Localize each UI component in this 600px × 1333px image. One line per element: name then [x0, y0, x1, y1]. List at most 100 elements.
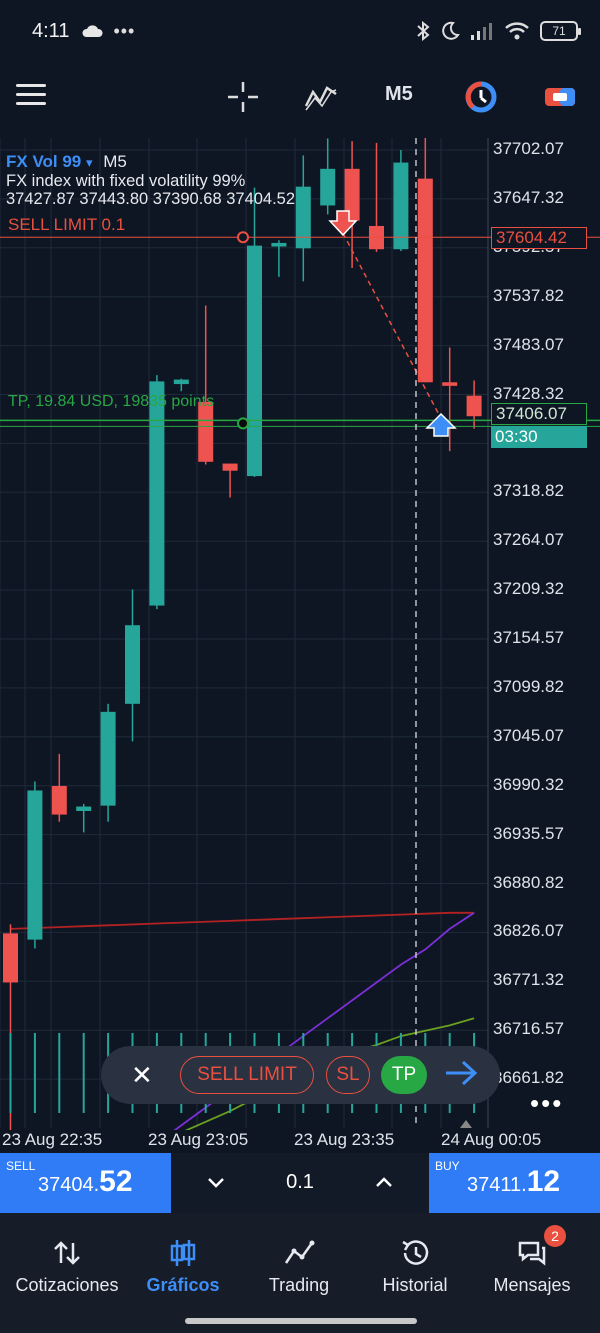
candle-body [51, 785, 67, 815]
menu-icon[interactable] [16, 84, 46, 108]
home-indicator [0, 1311, 600, 1333]
close-icon[interactable]: ✕ [131, 1060, 153, 1090]
nav-charts[interactable]: Gráficos [123, 1213, 243, 1311]
candle-body [320, 168, 336, 206]
nav-label: Trading [268, 1275, 330, 1295]
history-clock-icon [402, 1240, 429, 1265]
nav-label: Gráficos [146, 1275, 220, 1295]
bluetooth-icon [417, 21, 430, 41]
crosshair-icon[interactable] [226, 80, 260, 114]
moving-average-line [173, 912, 475, 1130]
more-options-icon[interactable]: ••• [530, 1088, 564, 1118]
buy-price: 37411.12 [467, 1165, 561, 1198]
price-tick-label: 37483.07 [493, 334, 564, 354]
price-tick-label: 37209.32 [493, 579, 564, 599]
nav-trading[interactable]: Trading [239, 1213, 359, 1311]
price-tick-label: 37045.07 [493, 725, 564, 745]
tp-handle [237, 417, 249, 430]
ohlc-values: 37427.87 37443.80 37390.68 37404.52 [6, 190, 296, 208]
price-tick-label: 37537.82 [493, 285, 564, 305]
wifi-icon [505, 22, 529, 40]
nav-label: Cotizaciones [15, 1275, 119, 1295]
candle-body [247, 245, 262, 477]
sell-limit-handle [237, 231, 249, 244]
candle-body [295, 186, 311, 249]
nav-quotes[interactable]: Cotizaciones [7, 1213, 127, 1311]
symbol-name[interactable]: FX Vol 99 [6, 152, 82, 171]
status-time: 4:11 [32, 19, 70, 42]
candle-body [271, 242, 287, 247]
one-click-trading-icon[interactable] [464, 80, 498, 114]
messages-badge: 2 [544, 1225, 566, 1247]
price-tick-label: 37154.57 [493, 628, 564, 647]
nav-label: Mensajes [493, 1275, 571, 1295]
battery-level: 71 [552, 24, 566, 38]
nav-label: Historial [382, 1275, 448, 1295]
candle-body [417, 178, 433, 383]
symbol-description: FX index with fixed volatility 99% [6, 172, 246, 190]
tp-line-label[interactable]: TP, 19.84 USD, 19835 points [8, 393, 215, 410]
moving-average-line [10, 911, 475, 930]
volume-value[interactable]: 0.1 [286, 1171, 314, 1193]
status-more-icon: ••• [113, 20, 136, 41]
candle-body [100, 711, 116, 806]
trade-bar: SELL 37404.52 0.1 BUY 37411.12 [0, 1153, 600, 1213]
time-axis: 23 Aug 22:35 23 Aug 23:05 23 Aug 23:35 2… [0, 1130, 600, 1152]
candle-body [344, 168, 360, 221]
stop-loss-button[interactable]: SL [326, 1056, 370, 1094]
chart-canvas[interactable] [0, 138, 600, 1130]
quotes-arrows-icon [54, 1241, 80, 1265]
sell-limit-button[interactable]: SELL LIMIT [180, 1056, 314, 1094]
chart-toolbar: M5 [0, 62, 600, 132]
take-profit-button[interactable]: TP [381, 1056, 427, 1094]
chevron-down-icon[interactable] [205, 1171, 227, 1193]
symbol-caret-icon[interactable]: ▾ [86, 155, 93, 170]
candle-body [466, 395, 482, 417]
candle-body [173, 379, 189, 385]
nav-history[interactable]: Historial [355, 1213, 475, 1311]
symbol-timeframe: M5 [103, 152, 127, 171]
bar-countdown: 03:30 [491, 426, 587, 448]
current-price-tag: 37406.07 [491, 403, 587, 425]
new-order-icon[interactable] [543, 80, 577, 114]
messages-icon [518, 1241, 546, 1266]
sell-limit-line-label[interactable]: SELL LIMIT 0.1 [8, 215, 126, 234]
price-tick-label: 36716.57 [493, 1019, 564, 1039]
indicators-icon[interactable] [303, 80, 339, 114]
price-tick-label: 36661.82 [493, 1068, 564, 1088]
buy-button[interactable]: BUY 37411.12 [429, 1153, 600, 1213]
candle-body [76, 806, 92, 811]
arrow-right-icon[interactable] [444, 1058, 478, 1088]
sell-button[interactable]: SELL 37404.52 [0, 1153, 171, 1213]
sell-limit-price-tag: 37604.42 [491, 227, 587, 249]
chevron-up-icon[interactable] [373, 1171, 395, 1193]
battery-icon: 71 [540, 21, 581, 41]
candle-body [149, 381, 165, 606]
price-tick-label: 37428.32 [493, 383, 564, 403]
sell-price: 37404.52 [38, 1165, 133, 1198]
trading-chart-icon [284, 1240, 315, 1264]
candles-icon [170, 1240, 196, 1266]
nav-messages[interactable]: 2 Mensajes [472, 1213, 592, 1311]
price-tick-label: 37264.07 [493, 530, 564, 550]
sell-label: SELL [6, 1159, 36, 1173]
price-chart[interactable]: 37702.0737647.3237592.5737537.8237483.07… [0, 138, 600, 1130]
status-bar: 4:11 ••• 71 [0, 0, 600, 62]
time-label: 23 Aug 22:35 [2, 1130, 103, 1149]
candle-body [3, 933, 18, 983]
buy-label: BUY [435, 1159, 460, 1173]
time-label: 23 Aug 23:05 [148, 1130, 249, 1149]
price-tick-label: 37647.32 [493, 187, 564, 207]
order-connector-line [342, 232, 442, 419]
price-tick-label: 36880.82 [493, 872, 564, 892]
chart-info: FX Vol 99 ▾ M5 FX index with fixed volat… [6, 152, 295, 208]
price-tick-label: 36990.32 [493, 774, 564, 794]
price-tick-label: 36935.57 [493, 823, 564, 843]
candle-body [125, 625, 140, 704]
symbol-row[interactable]: FX Vol 99 ▾ M5 [6, 152, 295, 172]
signal-icon [471, 23, 492, 40]
price-tick-label: 37099.82 [493, 676, 564, 696]
price-tick-label: 37318.82 [493, 481, 564, 501]
timeframe-button[interactable]: M5 [385, 83, 413, 105]
cloud-icon [82, 25, 103, 37]
